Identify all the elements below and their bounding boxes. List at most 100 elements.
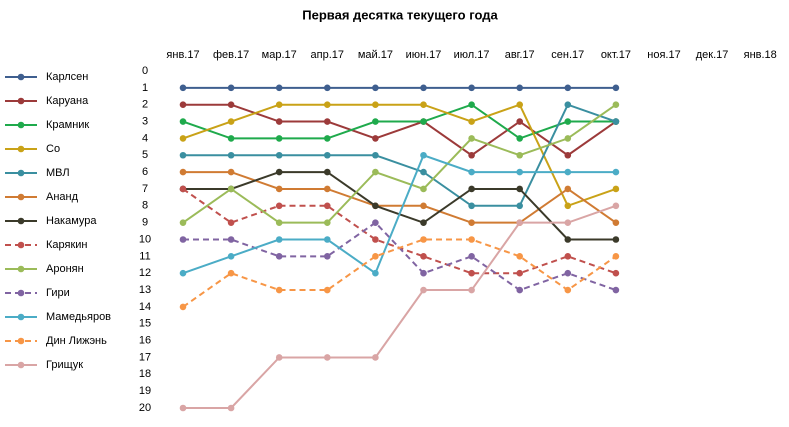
legend-label: Гири	[46, 287, 70, 299]
point	[468, 202, 475, 210]
point	[612, 84, 620, 92]
point	[275, 219, 283, 226]
series-line	[183, 103, 617, 207]
point	[612, 219, 620, 226]
point	[612, 286, 620, 294]
series-line	[182, 103, 616, 140]
point	[468, 135, 475, 142]
point	[516, 168, 523, 176]
point	[324, 151, 331, 159]
legend-marker	[17, 145, 25, 153]
point	[420, 118, 427, 125]
legend-label: Ананд	[46, 191, 79, 203]
point	[179, 269, 187, 277]
legend-marker	[17, 121, 25, 129]
point	[324, 354, 331, 361]
point	[612, 185, 620, 193]
y-tick-label: 18	[139, 368, 151, 380]
point	[324, 236, 331, 243]
point	[420, 202, 427, 210]
point	[227, 118, 235, 125]
point	[468, 118, 475, 125]
legend-marker	[17, 97, 25, 105]
point	[324, 135, 331, 142]
point	[468, 219, 475, 226]
legend-marker	[17, 193, 25, 201]
point	[372, 354, 379, 361]
legend-marker	[17, 169, 25, 177]
legend-marker	[17, 265, 25, 273]
legend-marker	[17, 361, 25, 369]
legend-marker	[17, 217, 25, 225]
point	[612, 253, 620, 260]
x-tick-label: июл.17	[454, 49, 490, 61]
point	[372, 151, 379, 159]
point	[564, 269, 572, 277]
point	[516, 286, 523, 294]
x-tick-label: сен.17	[551, 49, 584, 61]
legend-label: МВЛ	[46, 167, 70, 179]
point	[324, 286, 331, 294]
y-tick-label: 20	[139, 402, 151, 414]
series-line	[182, 238, 617, 308]
point	[179, 303, 187, 311]
series-line	[183, 204, 617, 409]
y-tick-label: 1	[142, 82, 148, 94]
point	[227, 84, 235, 92]
y-tick-label: 10	[139, 233, 151, 245]
point	[179, 404, 187, 412]
point	[179, 185, 187, 193]
point	[420, 286, 427, 294]
point	[516, 202, 523, 210]
point	[516, 84, 523, 92]
point	[564, 286, 572, 294]
point	[275, 253, 283, 260]
point	[564, 101, 572, 108]
point	[372, 219, 379, 226]
point	[420, 168, 427, 176]
point	[516, 219, 523, 226]
point	[516, 135, 523, 142]
x-tick-label: янв.18	[744, 49, 777, 61]
y-tick-label: 19	[139, 385, 151, 397]
point	[179, 101, 187, 108]
point	[468, 236, 475, 243]
x-tick-label: дек.17	[696, 49, 729, 61]
point	[612, 236, 620, 243]
y-tick-label: 11	[139, 250, 150, 262]
y-tick-label: 16	[139, 335, 151, 347]
series-line	[183, 103, 617, 157]
point	[227, 168, 235, 176]
x-tick-label: янв.17	[166, 49, 199, 61]
point	[179, 118, 187, 125]
x-tick-label: апр.17	[311, 49, 344, 61]
point	[227, 185, 235, 193]
legend-marker	[17, 289, 25, 297]
point	[468, 253, 475, 260]
point	[516, 118, 523, 125]
point	[324, 118, 331, 125]
point	[612, 269, 620, 277]
point	[564, 236, 572, 243]
y-tick-label: 13	[139, 284, 151, 296]
point	[420, 84, 427, 92]
point	[612, 118, 620, 125]
point	[275, 354, 283, 361]
point	[227, 236, 235, 243]
point	[324, 185, 331, 193]
point	[564, 253, 572, 260]
y-tick-label: 9	[142, 217, 148, 229]
legend-label: Дин Лижэнь	[46, 335, 107, 347]
point	[516, 269, 523, 277]
point	[564, 151, 572, 159]
point	[324, 84, 331, 92]
point	[564, 219, 572, 226]
point	[275, 84, 283, 92]
y-tick-label: 3	[142, 115, 148, 127]
series-line	[182, 103, 617, 224]
point	[324, 219, 331, 226]
point	[468, 185, 475, 193]
point	[275, 135, 283, 142]
point	[420, 236, 427, 243]
